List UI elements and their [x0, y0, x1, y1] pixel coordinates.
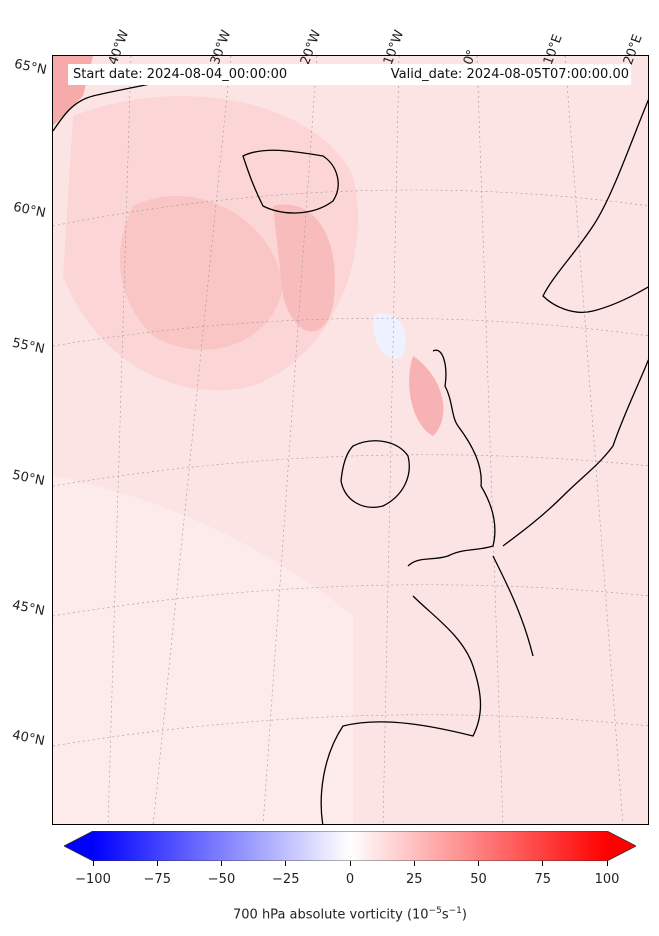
iceland-coast — [242, 149, 339, 214]
colorbar-tick-label: −25 — [272, 872, 300, 887]
latitude-label: 40°N — [10, 727, 46, 750]
colorbar-min-arrow — [64, 831, 93, 861]
colorbar-tick — [606, 861, 608, 866]
vorticity-patch — [53, 476, 353, 824]
latitude-label: 55°N — [10, 335, 46, 358]
colorbar-title: 700 hPa absolute vorticity (10−5s−1) — [0, 906, 659, 922]
latitude-label: 45°N — [10, 597, 46, 620]
vorticity-patch — [409, 356, 444, 436]
map-canvas — [53, 56, 648, 824]
colorbar-tick-label: 25 — [405, 872, 423, 887]
colorbar-tick-label: 50 — [470, 872, 487, 887]
colorbar-max-arrow — [607, 831, 636, 861]
colorbar-tick-label: 100 — [594, 872, 620, 887]
continent-coast — [502, 359, 648, 547]
colorbar-tick — [221, 861, 222, 866]
norway-coast — [542, 99, 648, 313]
iberia-coast — [320, 595, 482, 824]
colorbar-tick — [413, 861, 415, 866]
coastlines — [53, 80, 648, 824]
header-background — [68, 64, 631, 85]
colorbar-tick — [542, 861, 544, 866]
vorticity-map — [52, 55, 649, 825]
colorbar-title-exp2: −1 — [448, 906, 462, 916]
latitude-label: 65°N — [12, 56, 48, 79]
latitude-label: 60°N — [11, 199, 47, 222]
greenland-coast — [53, 80, 164, 132]
colorbar-tick-label: 75 — [534, 872, 552, 887]
colorbar — [64, 831, 636, 861]
vorticity-patch — [372, 313, 406, 359]
colorbar-tick-label: −100 — [75, 872, 111, 887]
colorbar-title-exp1: −5 — [428, 906, 442, 916]
colorbar-title-suffix: ) — [461, 907, 467, 923]
colorbar-tick-label: 0 — [345, 872, 355, 887]
start-date: Start date: 2024-08-04_00:00:00 — [73, 67, 288, 82]
colorbar-tick — [478, 861, 479, 866]
colorbar-tick — [285, 861, 287, 866]
colorbar-tick — [92, 861, 94, 866]
colorbar-tick — [349, 861, 351, 866]
valid-date: Valid_date: 2024-08-05T07:00:00.00 — [390, 67, 629, 82]
vorticity-patch — [273, 204, 335, 332]
ireland-coast — [340, 440, 410, 508]
britain-coast — [407, 349, 496, 567]
colorbar-title-mid: s — [441, 907, 449, 923]
latitude-label: 50°N — [10, 467, 46, 490]
colorbar-tick-label: −75 — [143, 872, 171, 887]
colorbar-title-prefix: 700 hPa absolute vorticity (10 — [233, 907, 429, 923]
colorbar-tick-label: −50 — [207, 872, 236, 887]
graticule — [53, 56, 648, 824]
colorbar-gradient — [93, 831, 607, 861]
france-coast — [492, 555, 534, 657]
vorticity-patch — [119, 195, 283, 350]
colorbar-tick — [156, 861, 158, 866]
